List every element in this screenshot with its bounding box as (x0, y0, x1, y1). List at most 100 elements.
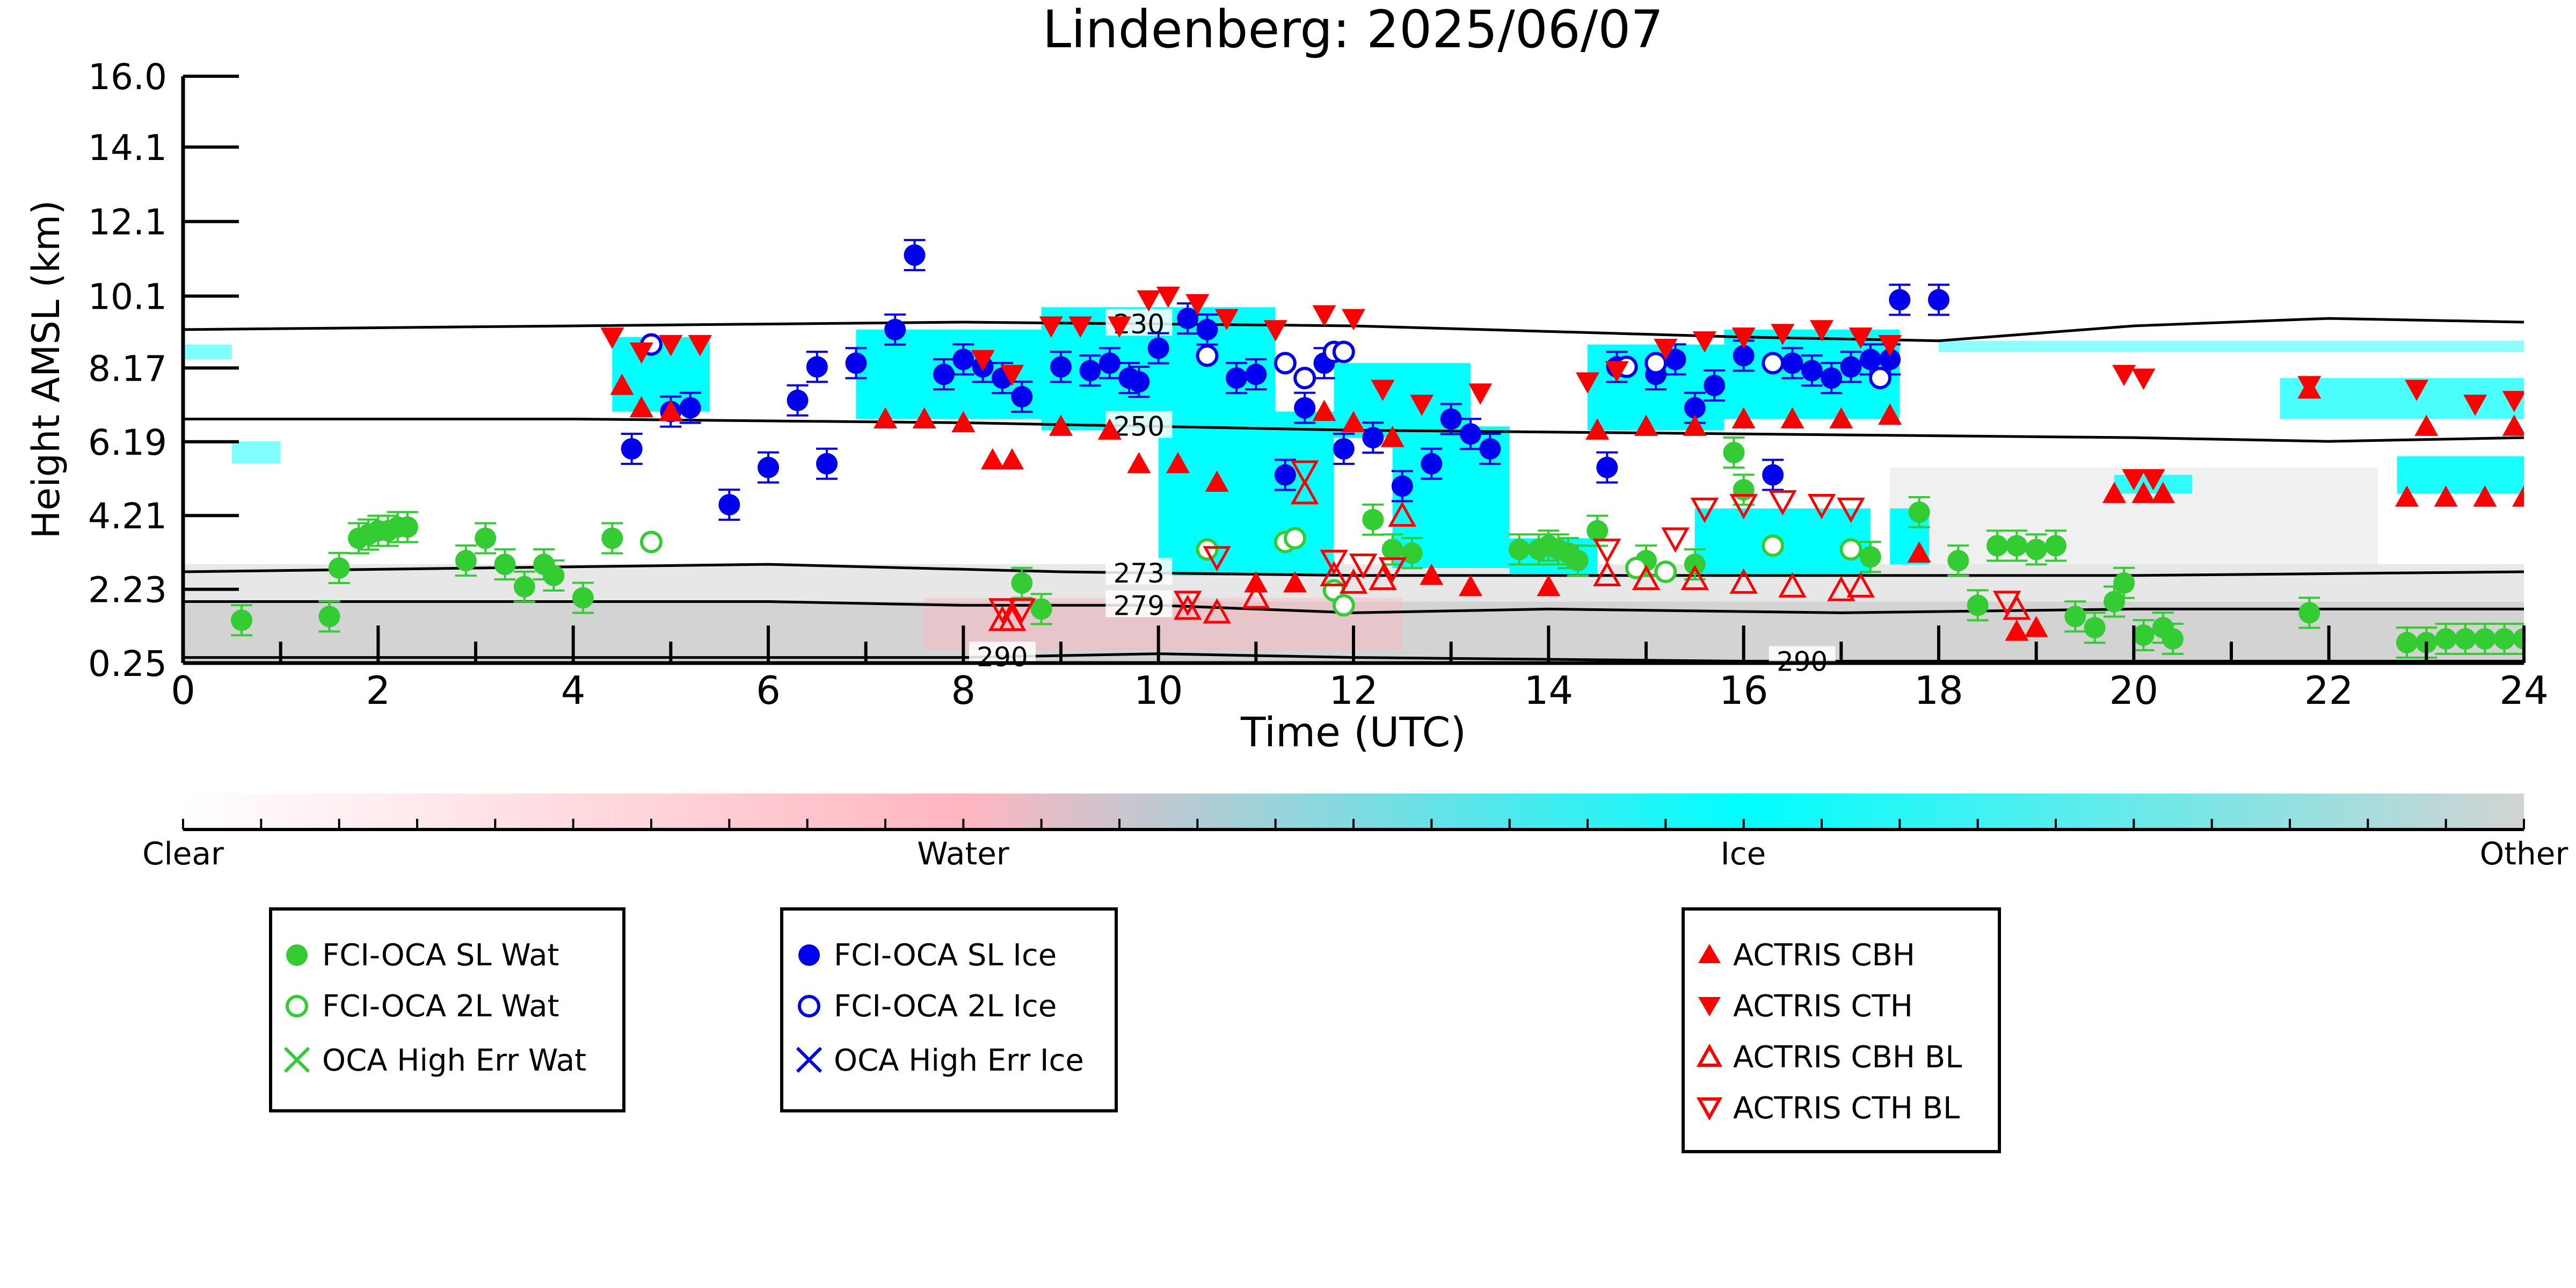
data-point (1000, 365, 1024, 387)
legend-marker-cbh-bl (1696, 1043, 1723, 1067)
data-point (1729, 493, 1758, 520)
data-point (2005, 620, 2029, 641)
data-point (1391, 475, 1413, 497)
data-point (513, 576, 535, 598)
data-point (1585, 418, 1610, 440)
isotherm-line (183, 563, 2524, 577)
data-point (1762, 534, 1785, 557)
background-region (231, 441, 281, 464)
data-point (1684, 554, 1706, 576)
data-point (1290, 479, 1319, 505)
data-point (1690, 497, 1719, 523)
data-point (2455, 628, 2476, 650)
data-point (1889, 289, 1911, 311)
data-point (1177, 308, 1199, 330)
data-point (884, 318, 906, 340)
legend-marker-higherr-wat (283, 1046, 310, 1073)
y-tick-label: 0.25 (88, 643, 167, 685)
colorbar-label-other: Other (2480, 835, 2568, 872)
data-point (998, 606, 1027, 631)
data-point (2113, 572, 2135, 594)
data-point (1284, 527, 1306, 550)
legend-marker-cth (1698, 997, 1721, 1016)
data-point (952, 348, 974, 370)
data-point (328, 557, 350, 579)
data-point (640, 530, 663, 554)
x-tick-label: 8 (951, 668, 976, 713)
data-point (2084, 617, 2106, 639)
legend-marker-cbh (1698, 944, 1721, 963)
series-actris-cth-bl (988, 460, 2021, 624)
data-point (2133, 624, 2155, 646)
data-point (1108, 316, 1131, 338)
data-point (1244, 571, 1268, 593)
data-point (874, 407, 897, 429)
colorbar-label-clear: Clear (142, 835, 224, 872)
data-point (2463, 395, 2487, 416)
data-point (2024, 616, 2048, 637)
data-point (904, 244, 926, 266)
data-point (2141, 469, 2165, 491)
background-region (183, 344, 232, 360)
legend-marker-sl-ice (798, 944, 820, 966)
data-point (1401, 542, 1423, 564)
data-point (1821, 367, 1843, 389)
data-point (1342, 411, 1365, 432)
data-point (2414, 414, 2439, 436)
data-point (1967, 594, 1989, 616)
data-point (1274, 464, 1296, 486)
data-point (1593, 561, 1621, 587)
data-point (1173, 591, 1202, 616)
series-fci-oca-sl-wat (231, 436, 2524, 659)
data-point (1508, 539, 1530, 561)
background-region (1939, 340, 2524, 352)
legend-label-cbh: ACTRIS CBH (1733, 938, 1915, 973)
data-point (1576, 372, 1599, 394)
x-tick-label: 20 (2109, 668, 2159, 713)
data-point (816, 453, 838, 475)
y-axis-label: Height AMSL (km) (24, 200, 68, 539)
data-point (1859, 348, 1881, 370)
data-point (1362, 508, 1384, 530)
data-point (659, 399, 683, 421)
series-fci-oca-sl-ice (621, 239, 1949, 521)
data-point (1030, 598, 1052, 620)
data-point (1680, 564, 1709, 590)
data-point (396, 516, 418, 538)
x-tick-label: 4 (561, 668, 586, 713)
data-point (1362, 427, 1384, 449)
data-point (1771, 324, 1795, 345)
data-point (1128, 371, 1150, 393)
isotherm-line (183, 600, 2524, 614)
data-point (2006, 535, 2028, 557)
data-point (1733, 345, 1755, 367)
data-point (629, 342, 653, 364)
data-point (1196, 318, 1218, 340)
isotherm-label-bg (1105, 590, 1173, 617)
background-region (1158, 411, 1334, 576)
data-point (1829, 407, 1853, 429)
data-point (2045, 535, 2066, 557)
data-point (1333, 438, 1355, 460)
colorbar-label-water: Water (917, 835, 1009, 872)
data-point (2104, 591, 2125, 613)
data-point (1632, 564, 1661, 590)
data-point (679, 397, 701, 419)
data-point (1704, 374, 1726, 396)
data-point (1039, 316, 1063, 338)
legend-actris: ACTRIS CBH ACTRIS CTH ACTRIS CBH BL ACTR… (1682, 907, 2001, 1153)
isotherm-label: 273 (1114, 558, 1165, 589)
isotherm-label-bg (1769, 646, 1836, 673)
data-point (1000, 448, 1024, 470)
data-point (601, 527, 623, 549)
data-point (1781, 352, 1803, 374)
data-point (2473, 485, 2497, 507)
data-point (2396, 631, 2418, 653)
chart-title: Lindenberg: 2025/06/07 (1043, 0, 1664, 60)
data-point (1846, 572, 1875, 598)
data-point (1097, 418, 1122, 440)
data-point (1079, 360, 1101, 382)
y-tick-label: 8.17 (88, 348, 167, 389)
data-point (1731, 328, 1756, 349)
data-point (1810, 320, 1833, 341)
